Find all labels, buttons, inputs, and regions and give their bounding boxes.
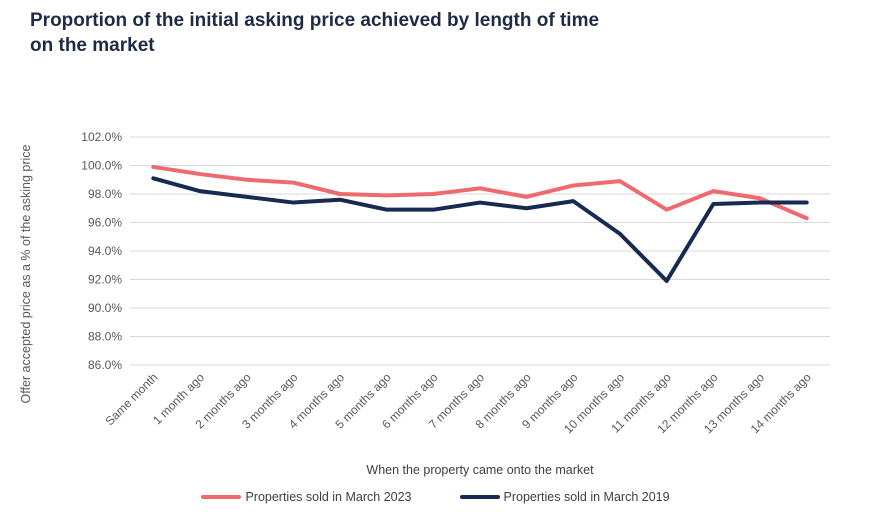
chart-legend: Properties sold in March 2023 Properties…	[0, 490, 871, 504]
y-tick-label: 92.0%	[88, 273, 122, 287]
legend-label-2023: Properties sold in March 2023	[245, 490, 412, 504]
legend-item-2019: Properties sold in March 2019	[459, 490, 670, 504]
y-axis-title: Offer accepted price as a % of the askin…	[19, 144, 33, 404]
y-tick-label: 98.0%	[88, 187, 122, 201]
x-axis-title: When the property came onto the market	[366, 463, 594, 477]
y-tick-label: 88.0%	[88, 330, 122, 344]
y-tick-label: 90.0%	[88, 301, 122, 315]
legend-swatch-2023	[201, 494, 242, 500]
page-title-line-2: on the market	[30, 35, 155, 56]
y-tick-label: 86.0%	[88, 358, 122, 372]
legend-swatch-2019	[459, 494, 500, 500]
series-line-0	[151, 164, 809, 221]
y-tick-label: 100.0%	[81, 159, 122, 173]
y-tick-label: 96.0%	[88, 216, 122, 230]
page-title-line-1: Proportion of the initial asking price a…	[30, 10, 600, 31]
y-tick-label: 102.0%	[81, 130, 122, 144]
legend-item-2023: Properties sold in March 2023	[201, 490, 412, 504]
legend-label-2019: Properties sold in March 2019	[503, 490, 670, 504]
y-tick-label: 94.0%	[88, 244, 122, 258]
page-title: Proportion of the initial asking price a…	[30, 8, 770, 58]
series-line-1	[151, 176, 809, 283]
